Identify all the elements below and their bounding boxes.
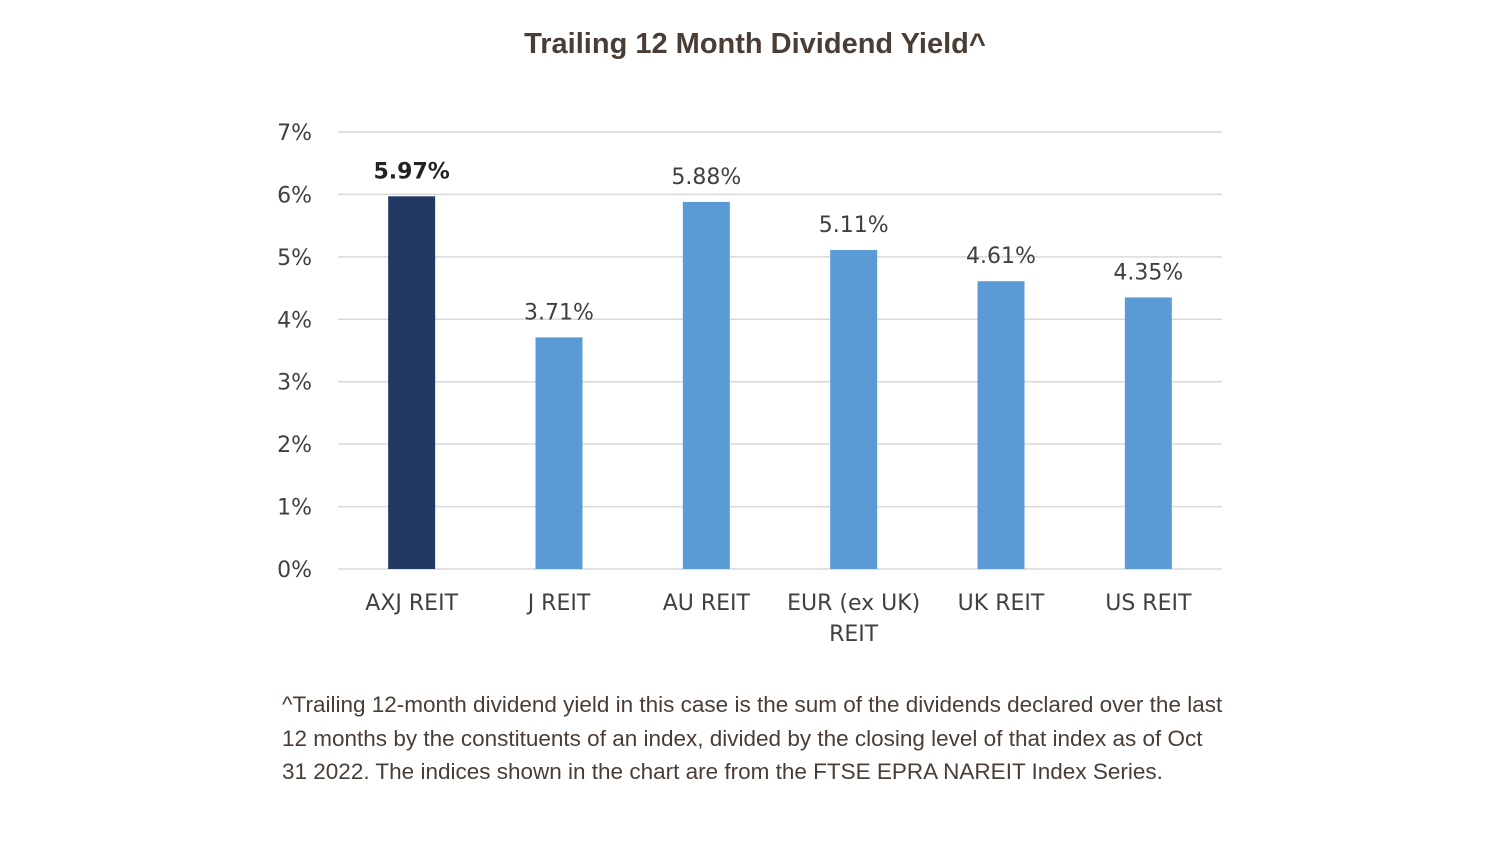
gridlines	[338, 131, 1222, 570]
data-label: 5.11%	[819, 213, 889, 238]
data-label: 4.61%	[966, 244, 1036, 269]
y-tick-label: 6%	[277, 183, 312, 208]
data-label: 4.35%	[1113, 260, 1183, 285]
chart-title: Trailing 12 Month Dividend Yield^	[524, 28, 986, 60]
y-tick-label: 0%	[277, 558, 312, 583]
data-label: 5.88%	[671, 165, 741, 190]
bar	[682, 201, 730, 570]
x-tick-label: UK REIT	[958, 591, 1045, 616]
y-tick-label: 5%	[277, 246, 312, 271]
bar	[830, 249, 878, 570]
x-tick-label: EUR (ex UK) REIT	[787, 591, 920, 647]
x-tick-label: AXJ REIT	[365, 591, 458, 616]
data-label: 3.71%	[524, 300, 594, 325]
y-tick-label: 2%	[277, 433, 312, 458]
data-label: 5.97%	[374, 159, 450, 184]
bar	[977, 281, 1025, 569]
x-tick-label: US REIT	[1105, 591, 1192, 616]
footnote: ^Trailing 12-month dividend yield in thi…	[282, 692, 1223, 784]
x-axis-tick-labels: AXJ REIT J REIT AU REIT EUR (ex UK) REIT UK R…	[365, 591, 1192, 647]
bars	[388, 196, 1172, 570]
y-tick-label: 7%	[277, 121, 312, 146]
y-tick-label: 1%	[277, 496, 312, 521]
bar	[535, 337, 583, 569]
y-axis-tick-labels: 0% 1% 2% 3% 4% 5% 6% 7%	[277, 121, 312, 583]
y-tick-label: 4%	[277, 308, 312, 333]
bar	[388, 196, 436, 569]
data-labels: 5.97% 3.71% 5.88% 5.11% 4.61% 4.35%	[374, 159, 1184, 325]
x-tick-label: J REIT	[526, 591, 591, 616]
y-tick-label: 3%	[277, 371, 312, 396]
x-tick-label: AU REIT	[663, 591, 751, 616]
bar	[1124, 297, 1172, 569]
